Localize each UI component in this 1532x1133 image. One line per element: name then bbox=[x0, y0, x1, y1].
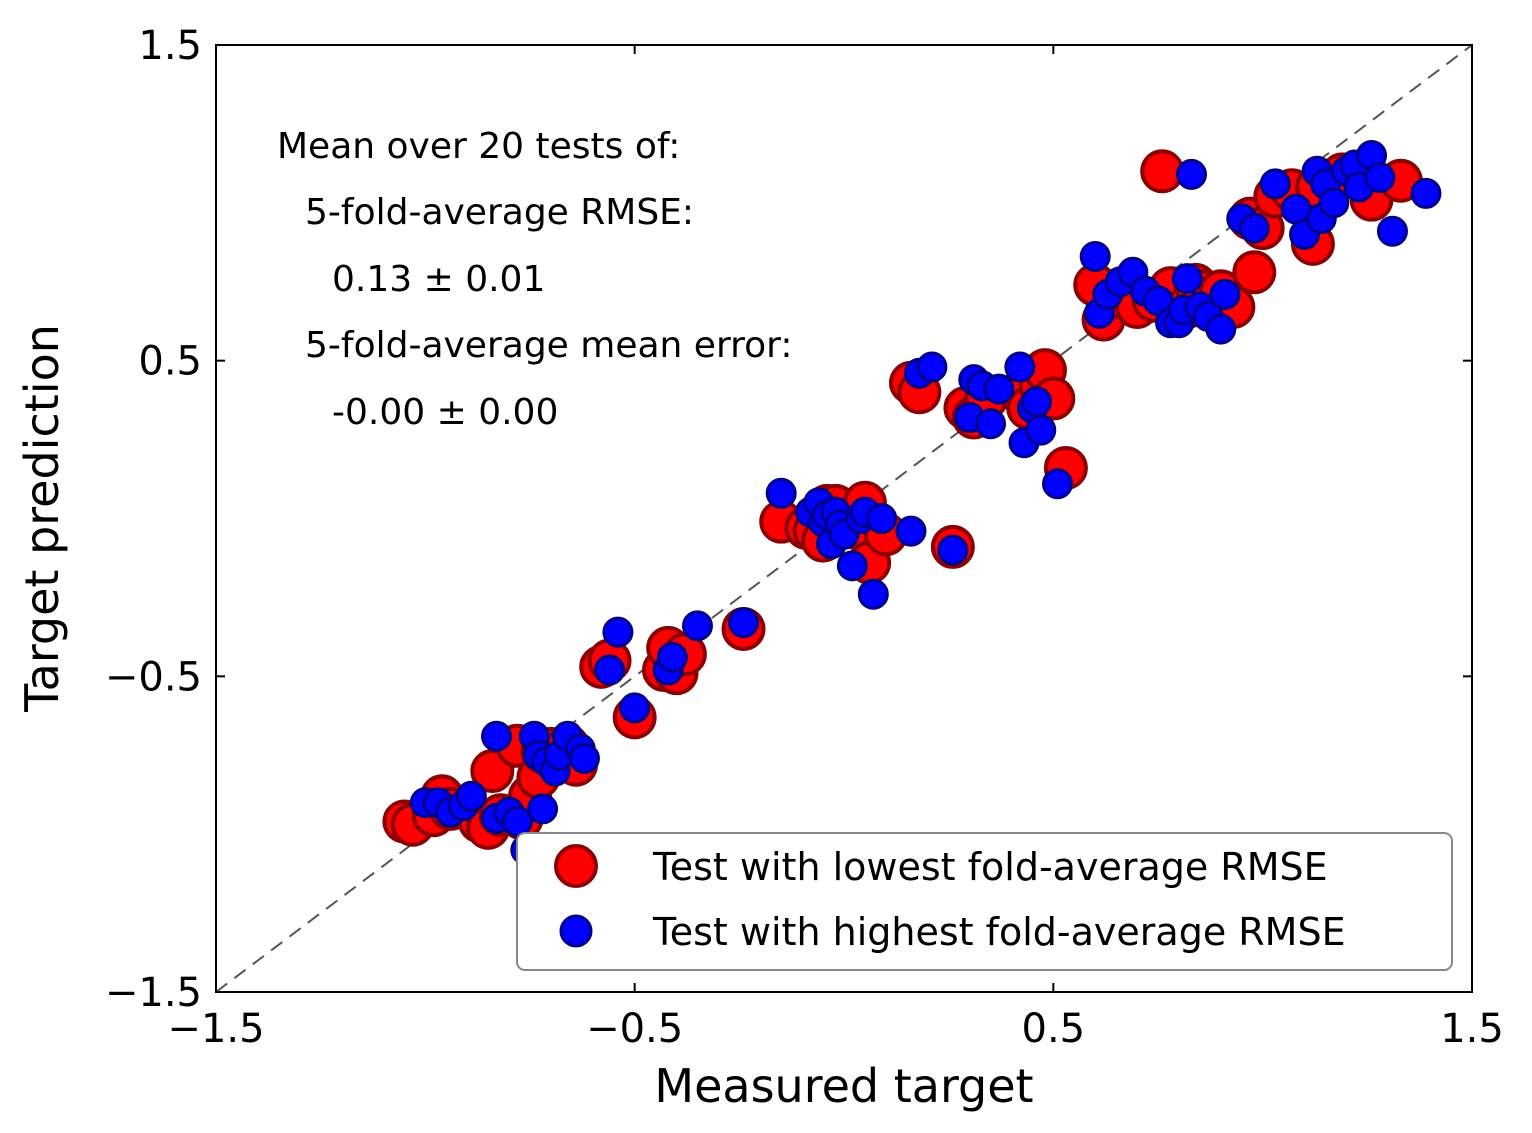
highest-rmse-point-12 bbox=[527, 793, 559, 825]
y-tick-label-0: −1.5 bbox=[105, 970, 202, 1016]
highest-rmse-point-25 bbox=[728, 607, 760, 639]
highest-rmse-point-4 bbox=[455, 780, 487, 812]
highest-rmse-point-79 bbox=[1318, 187, 1350, 219]
x-tick-label-0: −1.5 bbox=[167, 1006, 264, 1052]
lowest-rmse-point-54 bbox=[1140, 149, 1185, 194]
highest-rmse-point-86 bbox=[1410, 177, 1442, 209]
highest-rmse-point-65 bbox=[1171, 263, 1203, 295]
highest-rmse-point-49 bbox=[1004, 351, 1036, 383]
highest-rmse-point-24 bbox=[681, 610, 713, 642]
y-tick-label-1: −0.5 bbox=[105, 654, 202, 700]
annotation-line-4: 5-fold-average mean error: bbox=[305, 325, 792, 366]
legend-marker-highest bbox=[559, 914, 593, 948]
highest-rmse-point-48 bbox=[983, 373, 1015, 405]
plot-frame bbox=[215, 44, 1473, 993]
highest-rmse-point-23 bbox=[656, 641, 688, 673]
highest-rmse-point-35 bbox=[836, 550, 868, 582]
y-axis-label: Target prediction bbox=[15, 324, 69, 713]
highest-rmse-point-42 bbox=[916, 351, 948, 383]
x-tick-label-3: 1.5 bbox=[1440, 1006, 1504, 1052]
highest-rmse-point-20 bbox=[602, 616, 634, 648]
legend-label-highest: Test with highest fold-average RMSE bbox=[652, 910, 1346, 954]
legend-box bbox=[516, 832, 1453, 971]
lowest-rmse-point-62 bbox=[1232, 250, 1277, 295]
highest-rmse-point-47 bbox=[975, 408, 1007, 440]
stats-annotation: Mean over 20 tests of: 5-fold-average RM… bbox=[277, 126, 792, 433]
highest-rmse-point-70 bbox=[1209, 278, 1241, 310]
highest-rmse-point-85 bbox=[1376, 215, 1408, 247]
highest-rmse-point-69 bbox=[1205, 313, 1237, 345]
y-tick-label-3: 1.5 bbox=[138, 23, 202, 69]
highest-rmse-point-18 bbox=[568, 742, 600, 774]
annotation-line-1: Mean over 20 tests of: bbox=[277, 126, 680, 167]
highest-rmse-point-53 bbox=[1025, 414, 1057, 446]
legend-marker-lowest bbox=[554, 844, 598, 888]
highest-rmse-point-39 bbox=[866, 503, 898, 534]
highest-rmse-point-84 bbox=[1364, 162, 1396, 194]
legend: Test with lowest fold-average RMSE Test … bbox=[516, 832, 1453, 971]
highest-rmse-point-40 bbox=[895, 515, 927, 547]
legend-label-lowest: Test with lowest fold-average RMSE bbox=[652, 845, 1328, 889]
y-tick-label-2: 0.5 bbox=[138, 339, 202, 385]
highest-rmse-point-43 bbox=[937, 534, 969, 566]
x-tick-label-2: 0.5 bbox=[1022, 1006, 1086, 1052]
highest-rmse-point-73 bbox=[1259, 168, 1291, 200]
annotation-line-5: -0.00 ± 0.00 bbox=[332, 392, 558, 433]
highest-rmse-point-21 bbox=[619, 692, 651, 724]
highest-rmse-point-26 bbox=[765, 477, 797, 509]
highest-rmse-point-55 bbox=[1079, 240, 1111, 272]
x-tick-label-1: −0.5 bbox=[586, 1006, 683, 1052]
annotation-line-3: 0.13 ± 0.01 bbox=[332, 259, 545, 300]
x-axis-label: Measured target bbox=[654, 1059, 1033, 1113]
highest-rmse-point-72 bbox=[1238, 212, 1270, 244]
highest-rmse-point-5 bbox=[481, 720, 513, 752]
annotation-line-2: 5-fold-average RMSE: bbox=[305, 192, 694, 233]
highest-rmse-point-52 bbox=[1021, 386, 1053, 418]
highest-rmse-point-19 bbox=[594, 654, 626, 686]
highest-rmse-point-38 bbox=[857, 578, 889, 610]
highest-rmse-point-8 bbox=[501, 806, 533, 838]
highest-rmse-point-66 bbox=[1175, 158, 1207, 190]
highest-rmse-point-54 bbox=[1042, 468, 1074, 500]
axis-ticks: −1.5 −0.5 0.5 1.5 −1.5 −0.5 0.5 1.5 bbox=[105, 23, 1504, 1052]
data-points bbox=[382, 139, 1442, 866]
